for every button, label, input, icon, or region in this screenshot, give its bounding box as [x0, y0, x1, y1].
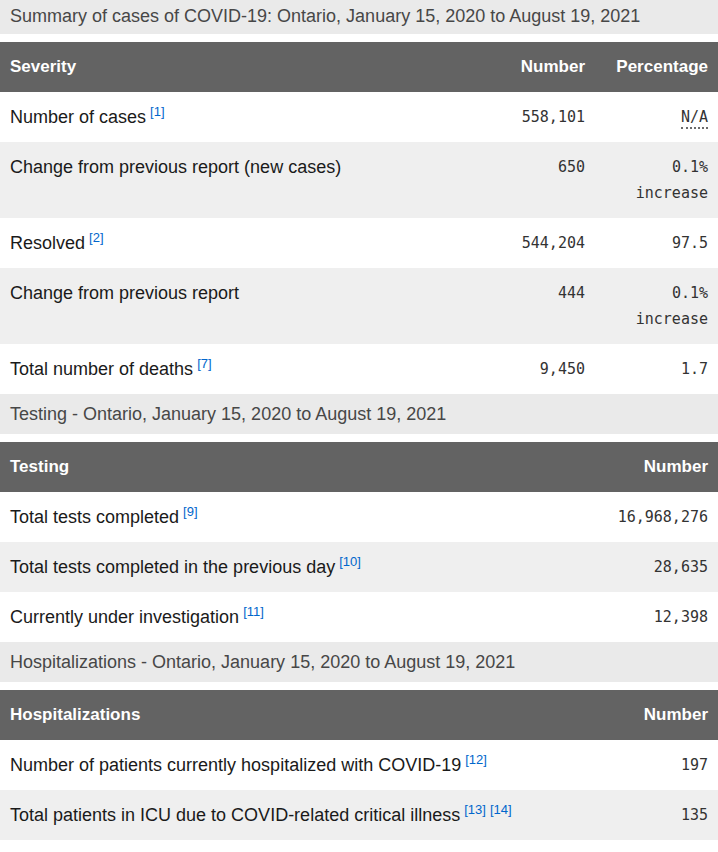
- table-row: Total patients in ICU on a ventilator du…: [0, 840, 718, 852]
- row-label: Total tests completed: [10, 507, 179, 527]
- row-percentage: 0.1% increase: [585, 268, 718, 344]
- table-row: Number of patients currently hospitalize…: [0, 740, 718, 790]
- column-header-number: Number: [608, 690, 718, 740]
- row-percentage: 0.1% increase: [585, 142, 718, 218]
- testing-table: Testing Number Total tests completed [9] …: [0, 442, 718, 642]
- row-number: 28,635: [608, 542, 718, 592]
- row-label-cell: Change from previous report (new cases): [0, 142, 475, 218]
- row-number: 9,450: [475, 344, 585, 394]
- row-label: Total tests completed in the previous da…: [10, 557, 335, 577]
- row-label-cell: Total tests completed [9]: [0, 492, 608, 542]
- table-row: Total tests completed [9] 16,968,276: [0, 492, 718, 542]
- testing-table-caption: Testing - Ontario, January 15, 2020 to A…: [0, 394, 718, 434]
- row-number: 197: [608, 740, 718, 790]
- row-label: Total number of deaths: [10, 359, 193, 379]
- row-label-cell: Number of patients currently hospitalize…: [0, 740, 608, 790]
- table-row: Total number of deaths [7] 9,450 1.7: [0, 344, 718, 394]
- severity-table-header-row: Severity Number Percentage: [0, 42, 718, 92]
- footnote-link[interactable]: [11]: [243, 604, 264, 619]
- testing-table-header-row: Testing Number: [0, 442, 718, 492]
- table-row: Resolved [2] 544,204 97.5: [0, 218, 718, 268]
- column-header-severity: Severity: [0, 42, 475, 92]
- column-header-number: Number: [475, 42, 585, 92]
- row-number: 135: [608, 790, 718, 840]
- footnote-link[interactable]: [10]: [339, 554, 361, 569]
- table-row: Change from previous report 444 0.1% inc…: [0, 268, 718, 344]
- footnote-link[interactable]: [7]: [197, 356, 211, 371]
- footnote-link[interactable]: [1]: [150, 104, 164, 119]
- row-label-cell: Number of cases [1]: [0, 92, 475, 142]
- row-number: 77: [608, 840, 718, 852]
- severity-table: Severity Number Percentage Number of cas…: [0, 42, 718, 394]
- row-number: 650: [475, 142, 585, 218]
- footnote-link[interactable]: [9]: [183, 504, 197, 519]
- row-number: 12,398: [608, 592, 718, 642]
- row-label-cell: Change from previous report: [0, 268, 475, 344]
- column-header-testing: Testing: [0, 442, 608, 492]
- table-row: Total patients in ICU due to COVID-relat…: [0, 790, 718, 840]
- row-percentage: 97.5: [585, 218, 718, 268]
- column-header-number: Number: [608, 442, 718, 492]
- footnote-link[interactable]: [2]: [89, 230, 103, 245]
- footnote-link[interactable]: [13]: [464, 802, 486, 817]
- row-percentage: 1.7: [585, 344, 718, 394]
- row-label: Currently under investigation: [10, 607, 239, 627]
- footnote-link[interactable]: [14]: [490, 802, 512, 817]
- table-row: Number of cases [1] 558,101 N/A: [0, 92, 718, 142]
- hospitalizations-table-header-row: Hospitalizations Number: [0, 690, 718, 740]
- row-label: Total patients in ICU due to COVID-relat…: [10, 805, 460, 825]
- column-header-hospitalizations: Hospitalizations: [0, 690, 608, 740]
- row-label-cell: Resolved [2]: [0, 218, 475, 268]
- row-label: Change from previous report (new cases): [10, 157, 341, 177]
- row-number: 558,101: [475, 92, 585, 142]
- row-label: Change from previous report: [10, 283, 239, 303]
- row-label-cell: Total patients in ICU on a ventilator du…: [0, 840, 608, 852]
- footnote-link[interactable]: [12]: [465, 752, 487, 767]
- row-label: Number of cases: [10, 107, 146, 127]
- row-percentage: N/A: [585, 92, 718, 142]
- severity-table-caption: Summary of cases of COVID-19: Ontario, J…: [0, 0, 718, 34]
- row-number: 544,204: [475, 218, 585, 268]
- not-applicable-abbr: N/A: [681, 108, 708, 129]
- row-label-cell: Total patients in ICU due to COVID-relat…: [0, 790, 608, 840]
- row-label-cell: Total number of deaths [7]: [0, 344, 475, 394]
- hospitalizations-table-caption: Hospitalizations - Ontario, January 15, …: [0, 642, 718, 682]
- row-label-cell: Total tests completed in the previous da…: [0, 542, 608, 592]
- column-header-percentage: Percentage: [585, 42, 718, 92]
- table-row: Total tests completed in the previous da…: [0, 542, 718, 592]
- hospitalizations-table: Hospitalizations Number Number of patien…: [0, 690, 718, 852]
- row-number: 16,968,276: [608, 492, 718, 542]
- row-label-cell: Currently under investigation [11]: [0, 592, 608, 642]
- row-label: Resolved: [10, 233, 85, 253]
- row-number: 444: [475, 268, 585, 344]
- table-row: Currently under investigation [11] 12,398: [0, 592, 718, 642]
- row-label: Number of patients currently hospitalize…: [10, 755, 461, 775]
- table-row: Change from previous report (new cases) …: [0, 142, 718, 218]
